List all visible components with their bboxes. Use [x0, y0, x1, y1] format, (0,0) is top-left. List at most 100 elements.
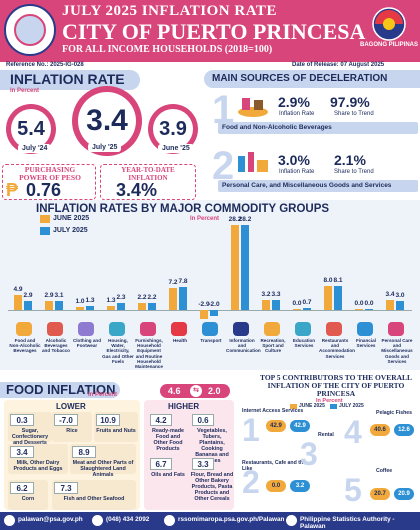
balloon-curr-label: July '25 [88, 143, 122, 152]
bar-july-9 [303, 307, 311, 310]
facebook-icon [286, 515, 297, 526]
bar-label-july-10: 8.1 [333, 276, 343, 284]
top5-july-1: 42.9 [290, 420, 310, 432]
category-label-4: Furnishings, Household Equipment and Rou… [135, 338, 163, 370]
food-lower-name-4: Meat and Other Parts of Slaughtered Land… [72, 460, 134, 478]
deceleration-1-rate-label: Inflation Rate [279, 111, 315, 117]
bar-label-june-11: 0.0 [354, 300, 364, 308]
food-subtitle: In Percent [88, 392, 118, 398]
bar-label-july-2: 1.3 [85, 297, 95, 305]
category-label-2: Clothing and Footwear [72, 338, 102, 349]
food-higher-name-3: Flour, Bread and Other Bakery Products, … [190, 472, 234, 502]
ytd-value: 3.4% [116, 180, 158, 200]
top5-july-5: 20.9 [394, 488, 414, 500]
food-lower-value-0: 0.3 [10, 414, 34, 426]
bar-july-7 [241, 225, 249, 310]
bar-july-4 [148, 303, 156, 310]
bar-june-9 [293, 309, 301, 310]
category-icon-5 [171, 322, 187, 336]
top5-july-4: 12.6 [394, 424, 414, 436]
bagong-pilipinas-label: BAGONG PILIPINAS [359, 42, 418, 48]
bar-june-2 [76, 307, 84, 310]
top5-july-2: 3.2 [290, 480, 310, 492]
category-label-1: Alcoholic Beverages and Tobacco [42, 338, 70, 354]
food-lower-value-5: 6.2 [10, 482, 34, 494]
deceleration-2-rate: 3.0% [278, 152, 310, 168]
bar-label-june-1: 2.9 [44, 292, 54, 300]
legend-july-swatch [40, 227, 50, 235]
category-label-7: Information and Communication [226, 338, 261, 354]
footer-facebook[interactable]: Philippine Statistics Authority - Palawa… [300, 516, 395, 530]
category-label-11: Financial Services [356, 338, 376, 349]
deceleration-1-share: 97.9% [330, 94, 370, 110]
deceleration-2-share-label: Share to Trend [334, 169, 374, 175]
food-lower-value-6: 7.3 [54, 482, 78, 494]
top5-legend-june: JUNE 2025 [299, 403, 325, 409]
commodity-bar-chart: 4.9 2.9 Food and Non-Alcoholic Beverages 2.… [0, 200, 420, 372]
footer-phone[interactable]: (048) 434 2092 [106, 516, 150, 523]
release-date: Date of Release: 07 August 2025 [292, 62, 385, 68]
bar-july-6 [210, 310, 218, 316]
inflation-title-pill [0, 70, 140, 90]
bar-july-2 [86, 306, 94, 310]
bar-july-12 [396, 301, 404, 310]
ytd-box [100, 164, 196, 200]
food-lower-name-2: Fruits and Nuts [96, 428, 136, 434]
bar-label-july-1: 3.1 [54, 291, 64, 299]
food-lower-name-6: Fish and Other Seafood [63, 496, 125, 502]
food-lower-value-1: -7.0 [54, 414, 78, 426]
bar-june-4 [138, 303, 146, 310]
balloon-curr: 3.4 [72, 86, 142, 156]
food-higher-name-2: Oils and Fats [151, 472, 185, 478]
bar-label-july-8: 3.3 [271, 291, 281, 299]
category-label-0: Food and Non-Alcoholic Beverages [9, 338, 41, 354]
top5-name-3: Rental [318, 432, 334, 438]
category-icon-3 [109, 322, 125, 336]
bar-label-june-5: 7.2 [168, 279, 178, 287]
bagong-pilipinas-logo-icon: BAGONG PILIPINAS [360, 4, 418, 54]
top5-rank-4: 4 [344, 414, 362, 450]
top5-rank-5: 5 [344, 472, 362, 508]
balloon-curr-value: 3.4 [78, 92, 136, 150]
footer-web[interactable]: rssomimaropa.psa.gov.ph/Palawan [178, 516, 285, 523]
bar-july-0 [24, 301, 32, 310]
food-lower-value-3: 3.4 [10, 446, 34, 458]
food-higher-value-3: 3.3 [192, 458, 214, 470]
footer-email[interactable]: palawan@psa.gov.ph [18, 516, 83, 523]
deceleration-title-pill [204, 70, 420, 88]
bar-label-july-9: 0.7 [302, 298, 312, 306]
header-banner: JULY 2025 INFLATION RATE CITY OF PUERTO … [0, 0, 420, 62]
category-icon-8 [264, 322, 280, 336]
deceleration-2-bar [218, 180, 418, 192]
top5-rank-3: 3 [300, 436, 318, 472]
bar-june-6 [200, 310, 208, 319]
phone-icon [92, 515, 103, 526]
bar-june-10 [324, 286, 332, 310]
header-line3: FOR ALL INCOME HOUSEHOLDS (2018=100) [62, 44, 273, 55]
personal-care-icon [236, 150, 270, 174]
bar-label-june-2: 1.0 [75, 298, 85, 305]
bar-label-july-0: 2.9 [23, 292, 33, 300]
web-icon [164, 515, 175, 526]
food-higher-value-1: 0.6 [192, 414, 214, 426]
top5-june-2: 0.0 [266, 480, 286, 492]
legend-june-label: JUNE 2025 [53, 215, 90, 222]
category-icon-1 [47, 322, 63, 336]
bar-july-8 [272, 300, 280, 310]
commodity-title: INFLATION RATES BY MAJOR COMMODITY GROUP… [36, 203, 330, 215]
balloon-june-value: 3.9 [153, 109, 193, 149]
bar-label-june-0: 4.9 [13, 286, 23, 294]
bar-july-11 [365, 309, 373, 310]
food-lower-name-3: Milk, Other Dairy Products and Eggs [13, 460, 63, 472]
top5-legend-july: JULY 2025 [339, 403, 364, 409]
balloon-june-label: June '25 [158, 144, 194, 153]
category-icon-11 [357, 322, 373, 336]
deceleration-2-rate-label: Inflation Rate [279, 169, 315, 175]
top5-rank-2: 2 [242, 464, 260, 500]
bar-label-june-12: 3.4 [385, 290, 395, 298]
top5-june-4: 40.6 [370, 424, 390, 436]
category-icon-7 [233, 322, 249, 336]
legend-july-label: JULY 2025 [53, 227, 88, 234]
top5-rank-1: 1 [242, 412, 260, 448]
commodity-subtitle: In Percent [190, 216, 220, 222]
